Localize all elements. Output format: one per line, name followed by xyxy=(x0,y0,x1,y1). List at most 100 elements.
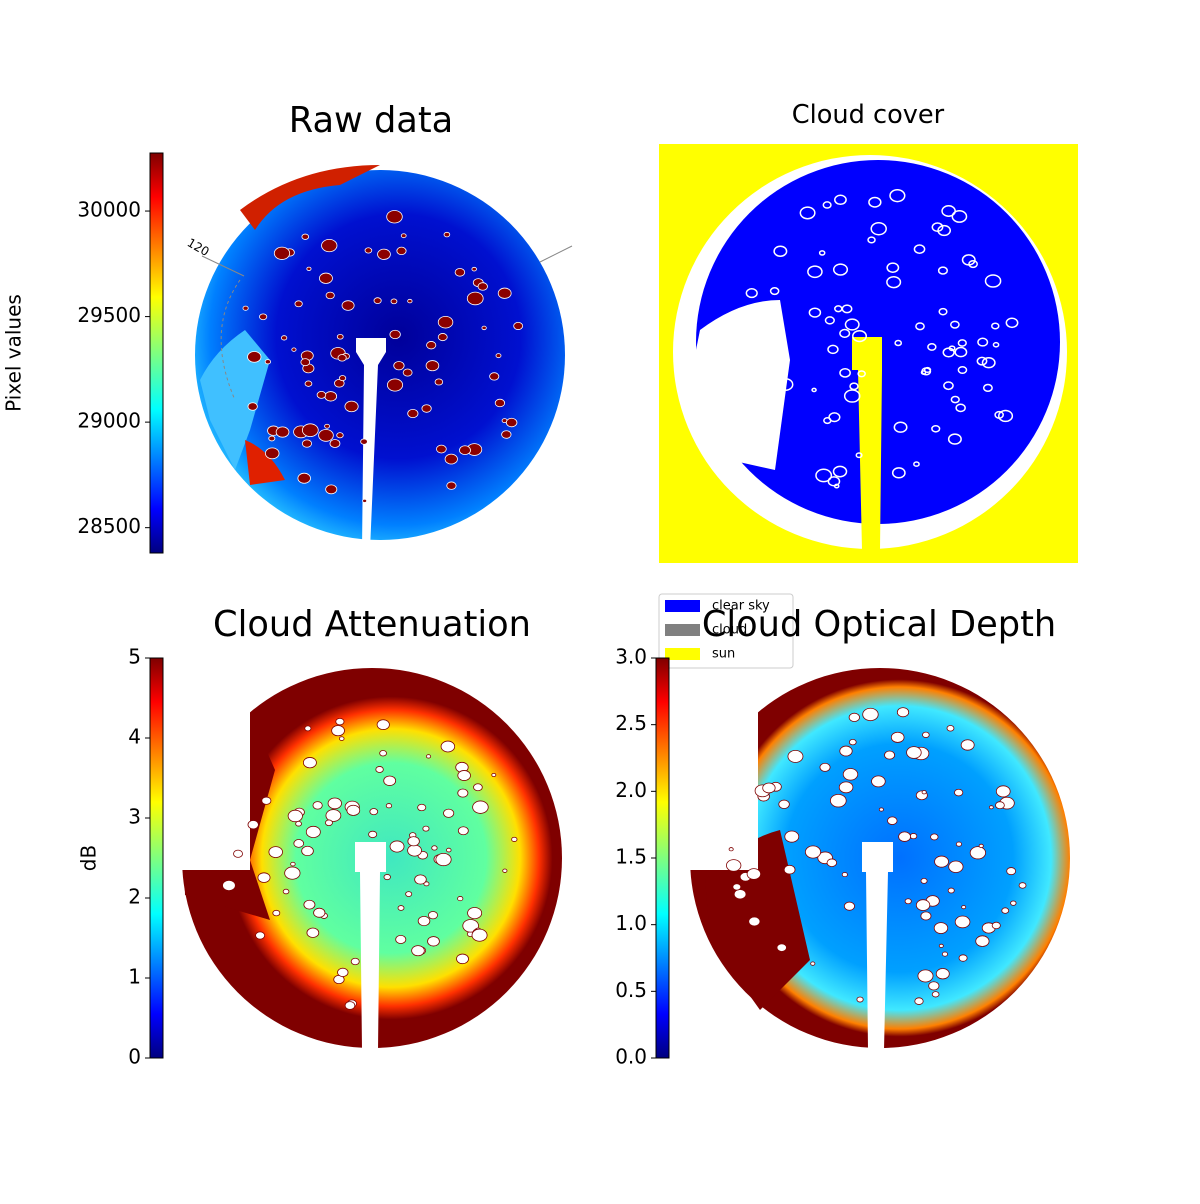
spot xyxy=(991,921,1001,930)
spot xyxy=(495,353,502,359)
spot xyxy=(368,830,378,839)
spot xyxy=(933,922,949,934)
spot xyxy=(313,907,326,918)
spot xyxy=(457,770,471,781)
spot xyxy=(977,337,989,347)
spot xyxy=(304,725,312,732)
spot xyxy=(1001,907,1010,914)
spot xyxy=(337,354,347,362)
spot xyxy=(878,807,884,812)
spot xyxy=(927,343,937,351)
spot xyxy=(264,359,271,365)
spot xyxy=(324,391,338,402)
spot xyxy=(417,915,431,927)
spot xyxy=(777,377,794,391)
spot xyxy=(868,196,882,208)
spot xyxy=(855,452,863,459)
spot xyxy=(321,238,338,253)
spot xyxy=(843,389,861,403)
spot xyxy=(934,855,949,868)
spot xyxy=(421,404,432,413)
spot xyxy=(472,800,489,814)
spot xyxy=(440,740,456,753)
spot xyxy=(325,484,338,495)
spot xyxy=(849,382,859,391)
spot xyxy=(726,859,742,872)
spot xyxy=(247,351,262,363)
spot xyxy=(762,782,776,794)
spot xyxy=(848,712,860,722)
spot xyxy=(955,403,966,413)
colorbar-tick-label: 2 xyxy=(128,885,141,909)
cloud-spots xyxy=(222,189,1027,1010)
spot xyxy=(1018,882,1027,889)
spot xyxy=(954,788,964,797)
spot xyxy=(787,749,804,763)
colorbar-tick-label: 0 xyxy=(128,1045,141,1069)
spot xyxy=(494,398,506,408)
spot xyxy=(741,332,754,344)
spot xyxy=(834,305,843,313)
panel-title: Cloud Optical Depth xyxy=(702,604,1056,645)
spot xyxy=(268,435,276,442)
spot xyxy=(998,409,1014,423)
spot xyxy=(894,339,903,347)
spot xyxy=(417,803,427,812)
spot xyxy=(844,318,860,331)
spot xyxy=(981,356,996,369)
spot xyxy=(938,943,944,948)
spot xyxy=(390,298,398,305)
spot xyxy=(297,472,311,484)
colorbar-tick-label: 29000 xyxy=(77,409,141,433)
spot xyxy=(383,775,397,786)
spot xyxy=(807,265,823,279)
spot xyxy=(893,421,908,433)
spot xyxy=(435,853,452,867)
spot xyxy=(444,453,458,465)
spot xyxy=(818,250,826,256)
spot xyxy=(457,788,469,798)
spot xyxy=(948,860,964,873)
spot xyxy=(457,826,469,836)
spot xyxy=(992,341,1000,348)
spot xyxy=(890,731,905,743)
spot xyxy=(915,322,925,331)
legend-swatch xyxy=(665,648,700,660)
spot xyxy=(819,762,831,772)
colorbar-tick-label: 30000 xyxy=(77,198,141,222)
colorbar-label: dB xyxy=(77,845,101,871)
colorbar-tick-label: 3.0 xyxy=(615,645,647,669)
spot xyxy=(324,819,333,827)
spot xyxy=(804,845,822,859)
attenuation-image xyxy=(170,660,562,1050)
spot xyxy=(823,416,832,425)
spot xyxy=(728,847,734,852)
spot xyxy=(362,498,368,503)
spot xyxy=(954,915,971,929)
spot xyxy=(393,361,405,371)
spot xyxy=(446,847,452,853)
spot xyxy=(497,287,512,299)
spot xyxy=(862,707,879,722)
spot xyxy=(799,206,816,220)
spot xyxy=(898,831,911,842)
spot xyxy=(389,329,401,340)
spot xyxy=(338,736,345,741)
colorbar-tick-label: 1.5 xyxy=(615,845,647,869)
spot xyxy=(316,391,327,399)
spot xyxy=(489,372,500,381)
spot xyxy=(757,390,773,403)
spot xyxy=(446,481,457,490)
spot xyxy=(826,858,838,868)
spot xyxy=(396,246,407,256)
spot xyxy=(300,358,311,367)
spot xyxy=(312,801,323,810)
spot xyxy=(1010,900,1017,906)
spot xyxy=(871,775,886,788)
spot xyxy=(301,233,310,240)
spot xyxy=(1006,867,1017,876)
spot xyxy=(457,896,464,902)
spot xyxy=(938,307,948,316)
spot xyxy=(273,246,291,260)
colorbar xyxy=(149,152,164,554)
